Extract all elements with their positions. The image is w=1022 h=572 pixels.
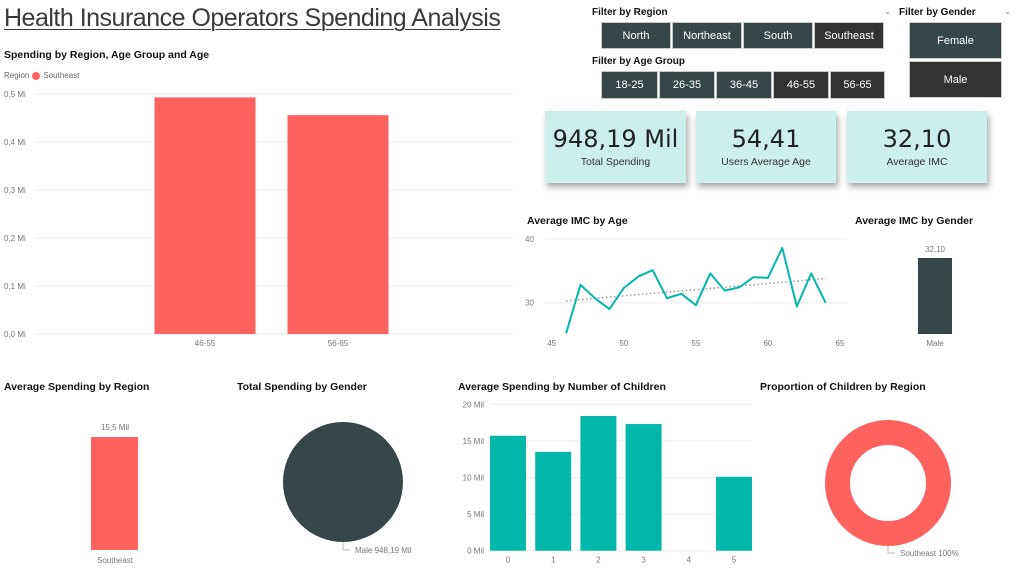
- bar-56-65: [287, 115, 389, 335]
- donut-slice-southeast: [825, 420, 951, 546]
- x-tick-label: 4: [687, 556, 692, 565]
- page-title: Health Insurance Operators Spending Anal…: [4, 4, 501, 32]
- filter-region-option-northeast[interactable]: Northeast: [672, 22, 742, 49]
- data-label: 15,5 Mil: [101, 423, 129, 432]
- bar-children-2: [580, 416, 617, 551]
- kpi-label: Average IMC: [886, 156, 948, 169]
- kpi-label: Total Spending: [580, 156, 651, 169]
- filter-age-option-36-45[interactable]: 36-45: [716, 71, 772, 99]
- chart-title-avg-imc-by-gender: Average IMC by Gender: [855, 215, 974, 227]
- filter-region-option-south[interactable]: South: [743, 22, 813, 49]
- filter-gender-option-female[interactable]: Female: [909, 22, 1002, 59]
- x-tick-label: Male: [926, 339, 944, 348]
- chart-title-spending-by-region-age: Spending by Region, Age Group and Age: [4, 49, 210, 61]
- avg-spending-by-region-chart: 15,5 Mil Southeast: [91, 423, 138, 565]
- x-tick-label: 1: [551, 556, 556, 565]
- data-label: Southeast 100%: [900, 549, 959, 558]
- avg-imc-by-age-chart: 30 40 45 50 55 60 65: [525, 235, 847, 348]
- leader-line: [887, 546, 895, 554]
- bar-male: [918, 258, 952, 334]
- kpi-users-average-age: 54,41 Users Average Age: [696, 111, 836, 183]
- filter-age-option-46-55[interactable]: 46-55: [773, 71, 829, 99]
- bar-children-3: [625, 424, 662, 551]
- filter-age-option-18-25[interactable]: 18-25: [601, 71, 658, 99]
- filter-gender-title: Filter by Gender: [899, 7, 976, 18]
- y-tick-label: 30: [525, 299, 534, 308]
- total-spending-by-gender-chart: Male 948,19 Mil: [283, 422, 412, 555]
- leader-line: [342, 542, 350, 551]
- chart-title-avg-imc-by-age: Average IMC by Age: [527, 215, 628, 227]
- y-tick-label: 5 Mil: [467, 510, 484, 519]
- x-tick-label: 60: [763, 339, 772, 348]
- filter-age-option-26-35[interactable]: 26-35: [659, 71, 715, 99]
- spending-by-region-age-chart: 0,0 Mi 0,1 Mi 0,2 Mi 0,3 Mi 0,4 Mi 0,5 Mi 46-5…: [4, 90, 513, 348]
- legend-title: Region: [4, 71, 30, 80]
- chart-title-children-by-region: Proportion of Children by Region: [760, 381, 926, 393]
- y-tick-label: 20 Mil: [463, 400, 485, 409]
- y-tick-label: 0,0 Mi: [4, 330, 26, 339]
- x-tick-label: 55: [691, 339, 700, 348]
- chart-title-total-spending-by-gender: Total Spending by Gender: [237, 381, 367, 393]
- y-tick-label: 0,5 Mi: [4, 90, 26, 99]
- chevron-down-icon[interactable]: ⌄: [1004, 7, 1012, 17]
- x-tick-label: 45: [547, 339, 556, 348]
- x-tick-label: 5: [732, 556, 737, 565]
- bar-children-1: [535, 451, 572, 551]
- kpi-value: 948,19 Mil: [552, 124, 679, 153]
- children-by-region-chart: Southeast 100%: [825, 420, 959, 558]
- kpi-total-spending: 948,19 Mil Total Spending: [545, 111, 686, 183]
- x-tick-label: 56-65: [328, 339, 349, 348]
- chart-title-avg-spending-by-children: Average Spending by Number of Children: [458, 381, 666, 393]
- x-tick-label: Southeast: [97, 556, 134, 565]
- chevron-down-icon[interactable]: ⌄: [884, 7, 892, 17]
- bar-46-55: [154, 97, 256, 334]
- legend-swatch: [32, 71, 41, 80]
- legend-entry: Southeast: [43, 71, 80, 80]
- x-tick-label: 0: [506, 556, 511, 565]
- bar-children-0: [490, 435, 526, 551]
- filter-region-title: Filter by Region: [592, 7, 668, 18]
- filter-age-option-56-65[interactable]: 56-65: [830, 71, 885, 99]
- x-tick-label: 3: [641, 556, 646, 565]
- y-tick-label: 0,1 Mi: [4, 282, 26, 291]
- y-tick-label: 15 Mil: [463, 437, 485, 446]
- x-tick-label: 50: [619, 339, 628, 348]
- y-tick-label: 10 Mil: [463, 474, 485, 483]
- kpi-value: 54,41: [731, 124, 801, 153]
- chart-title-avg-spending-by-region: Average Spending by Region: [4, 381, 150, 393]
- kpi-value: 32,10: [882, 124, 952, 153]
- pie-slice-male: [283, 422, 403, 542]
- bar-southeast: [91, 437, 138, 550]
- x-tick-label: 2: [596, 556, 601, 565]
- filter-region-option-north[interactable]: North: [601, 22, 671, 49]
- chart-legend: Region Southeast: [4, 71, 79, 80]
- x-tick-label: 65: [836, 339, 845, 348]
- kpi-average-imc: 32,10 Average IMC: [847, 111, 987, 183]
- bar-children-5: [716, 476, 752, 551]
- y-tick-label: 0,4 Mi: [4, 138, 26, 147]
- filter-age-group-title: Filter by Age Group: [592, 56, 685, 67]
- kpi-label: Users Average Age: [721, 156, 811, 169]
- y-tick-label: 0,3 Mi: [4, 186, 26, 195]
- data-label: Male 948,19 Mil: [355, 546, 412, 555]
- filter-gender-option-male[interactable]: Male: [909, 61, 1002, 98]
- series-line: [565, 246, 827, 334]
- filter-region-option-southeast[interactable]: Southeast: [814, 22, 884, 49]
- y-tick-label: 0,2 Mi: [4, 234, 26, 243]
- trend-line: [566, 277, 826, 302]
- data-label: 32,10: [925, 245, 946, 254]
- y-tick-label: 40: [525, 235, 534, 244]
- x-tick-label: 46-55: [195, 339, 216, 348]
- avg-spending-by-children-chart: 0 Mil 5 Mil 10 Mil 15 Mil 20 Mil 0 1 2 3 4 5: [463, 400, 752, 565]
- avg-imc-by-gender-chart: 32,10 Male: [918, 245, 952, 348]
- y-tick-label: 0 Mil: [467, 547, 484, 556]
